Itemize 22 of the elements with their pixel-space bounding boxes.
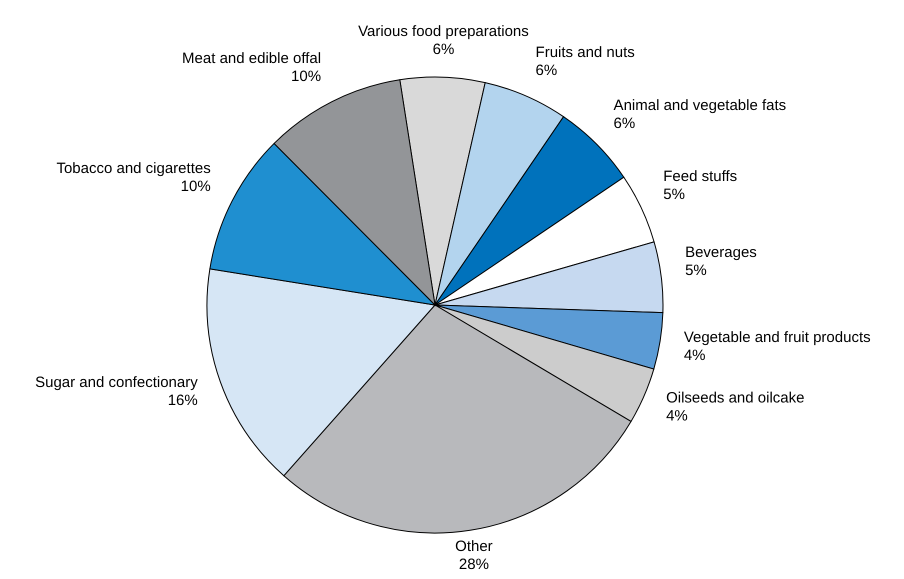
data-label: 16% [168, 392, 198, 409]
data-label: 28% [458, 556, 489, 573]
slice-label: Vegetable and fruit products [684, 328, 871, 346]
data-label: 4% [684, 346, 706, 364]
data-label: 4% [666, 408, 688, 425]
data-label: 6% [432, 41, 454, 58]
slice-label: Meat and edible offal [182, 50, 322, 68]
data-label: 6% [536, 62, 558, 79]
slice-label: Tobacco and cigarettes [56, 160, 211, 178]
data-label: 5% [685, 262, 707, 279]
data-label: 6% [614, 115, 636, 132]
slice-label: Beverages [685, 244, 757, 261]
slice-label: Feed stuffs [663, 168, 738, 186]
data-label: 10% [180, 178, 211, 196]
slice-label: Various food preparations [358, 23, 529, 40]
slice-label: Animal and vegetable fats [614, 97, 786, 114]
slice-label: Sugar and confectionary [35, 374, 198, 391]
data-label: 5% [663, 186, 685, 204]
slice-label: Fruits and nuts [536, 44, 635, 61]
slice-label: Oilseeds and oilcake [666, 390, 804, 407]
data-label: 10% [291, 68, 322, 86]
slice-label: Other [455, 538, 493, 555]
